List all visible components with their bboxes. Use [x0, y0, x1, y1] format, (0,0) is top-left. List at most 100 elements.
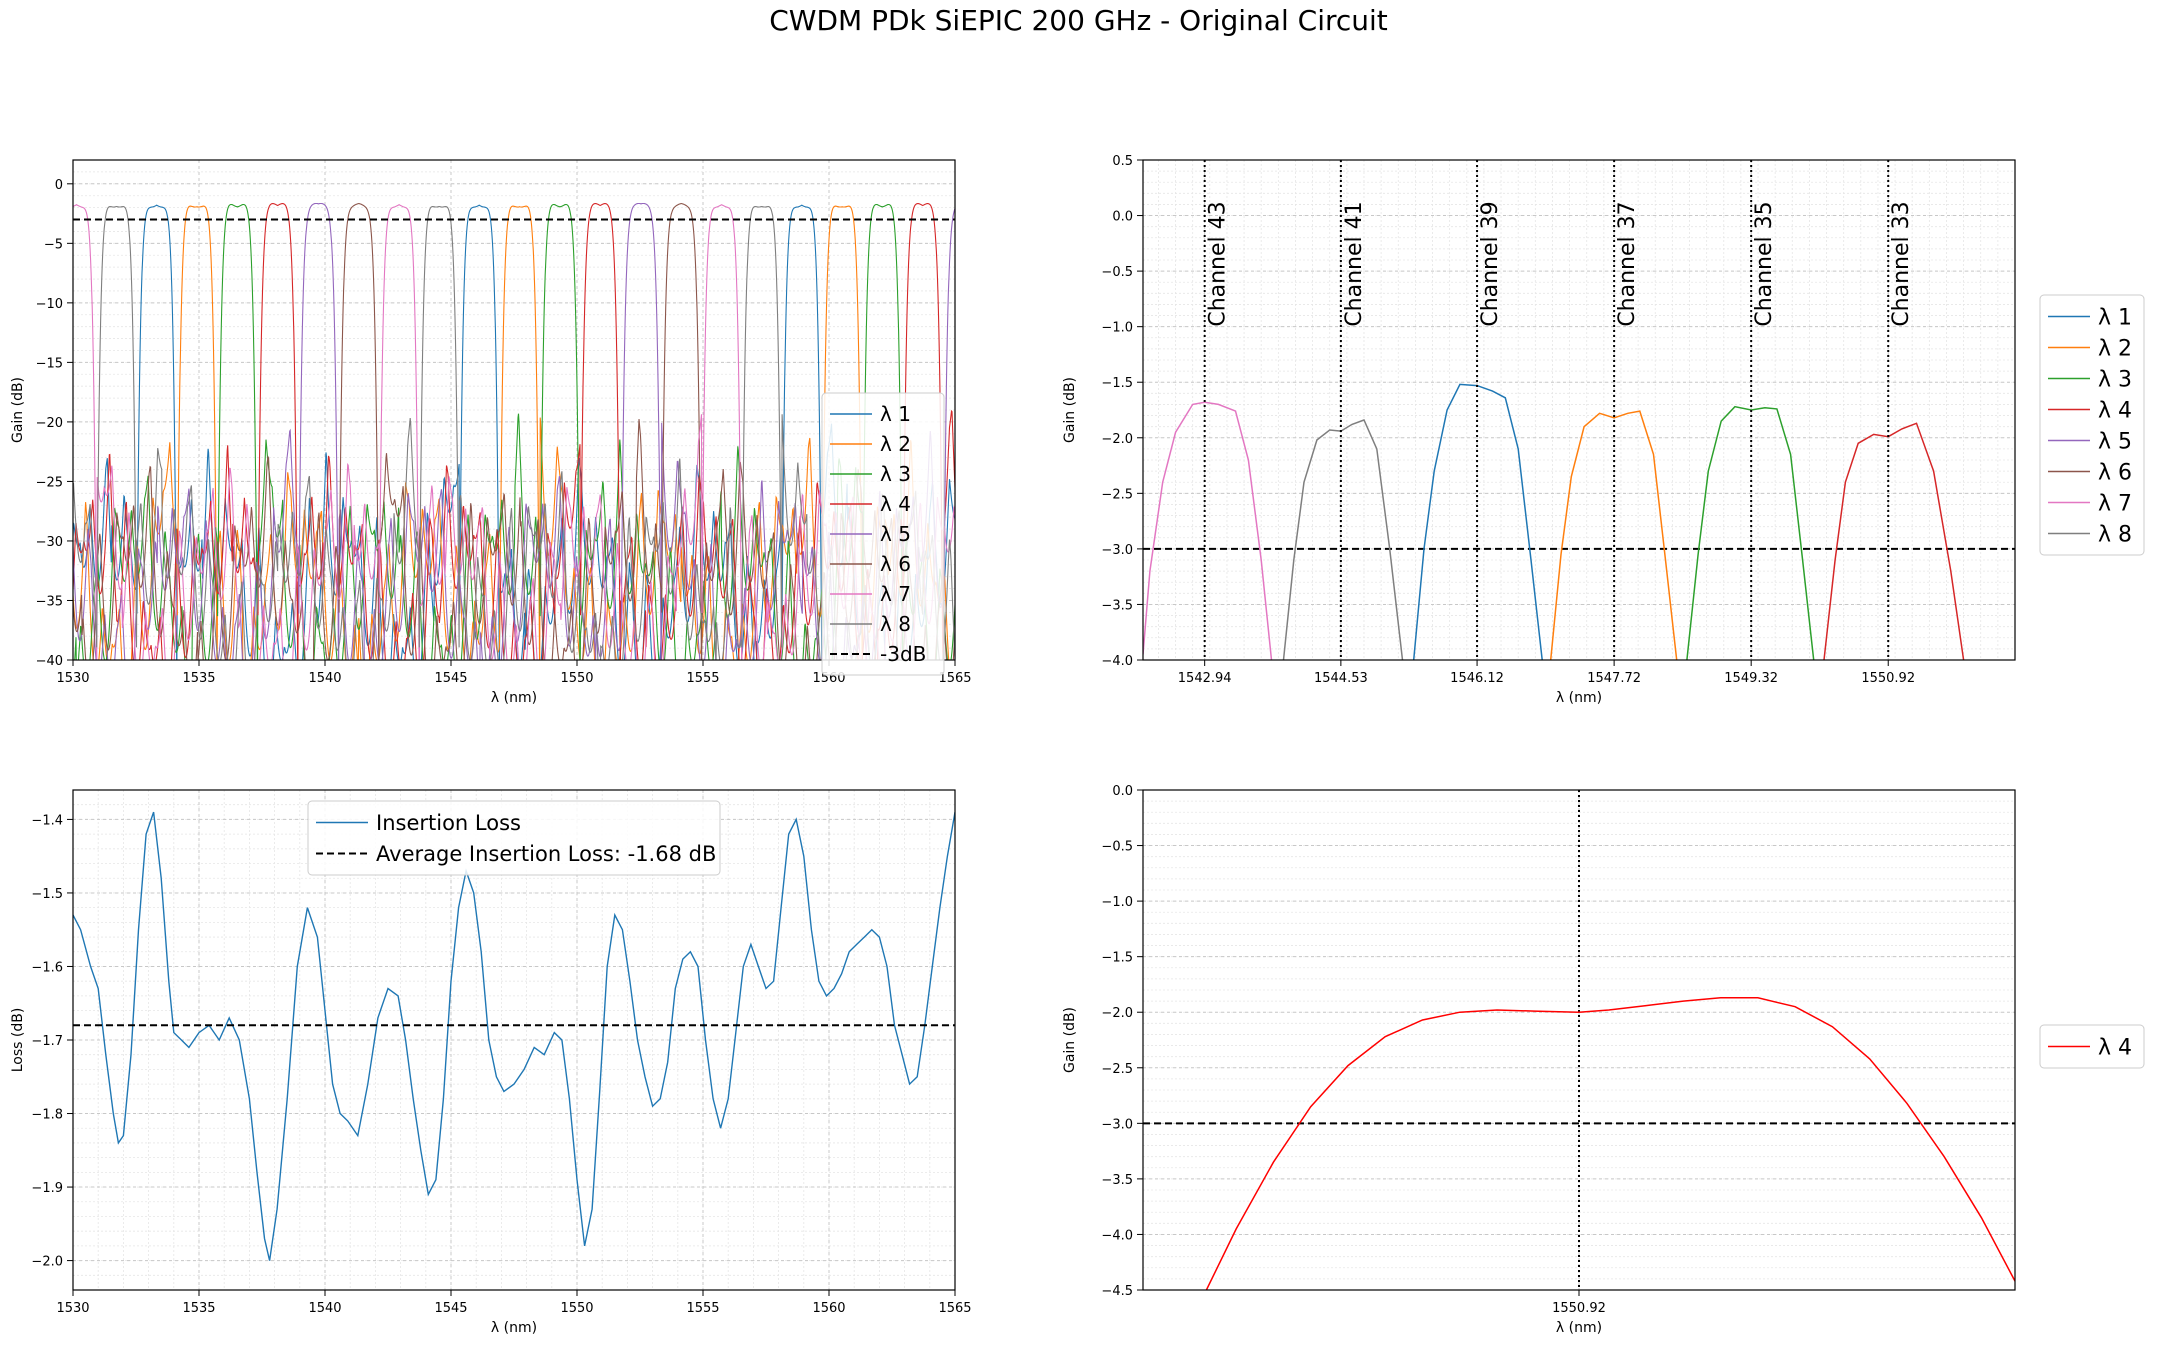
legend-box	[2039, 1024, 2145, 1069]
x-tick-label: 1545	[434, 1301, 467, 1316]
legend-label: -3dB	[880, 642, 926, 666]
series-line	[73, 811, 955, 1261]
series-line	[73, 204, 955, 660]
legend-box	[821, 392, 945, 676]
y-tick-label: −4.5	[1101, 1284, 1133, 1299]
chart-channels: 1542.94 1544.53 1546.12 1547.72 1549.32 1550.…	[1062, 154, 2145, 706]
y-tick-label: 0.0	[1112, 210, 1133, 225]
y-tick-label: −25	[36, 475, 63, 490]
x-tick-label: 1530	[56, 1301, 89, 1316]
y-tick-label: 0.5	[1112, 154, 1133, 169]
plot-area	[1143, 160, 2015, 660]
series-line	[73, 205, 950, 660]
plot-frame	[72, 789, 956, 1291]
legend-label: λ 7	[2098, 491, 2132, 516]
legend-label: λ 6	[880, 552, 911, 576]
y-tick-label: −3.0	[1101, 1117, 1133, 1132]
y-tick-label: −1.4	[31, 813, 63, 828]
series-line	[73, 205, 955, 660]
series-line	[73, 202, 955, 660]
channel-label: Channel 41	[1342, 201, 1367, 326]
x-tick-label: 1550	[560, 1301, 593, 1316]
series-line	[1549, 410, 1678, 660]
y-tick-label: −1.6	[31, 960, 63, 975]
plot-frame	[72, 159, 956, 661]
y-tick-label: −1.5	[1101, 951, 1133, 966]
legend-label: λ 4	[880, 492, 911, 516]
x-tick-label: 1535	[182, 1301, 215, 1316]
y-tick-label: −3.5	[1101, 1173, 1133, 1188]
channel-label: Channel 35	[1752, 201, 1777, 326]
legend-label: λ 2	[880, 432, 911, 456]
y-tick-label: −4.0	[1101, 1228, 1133, 1243]
x-tick-label: 1565	[938, 1301, 971, 1316]
y-tick-label: −3.0	[1101, 543, 1133, 558]
x-tick-label: 1542.94	[1178, 671, 1232, 686]
x-tick-label: 1560	[812, 1301, 845, 1316]
legend-label: λ 6	[2098, 460, 2132, 485]
y-tick-label: −3.5	[1101, 598, 1133, 613]
legend: Insertion Loss Average Insertion Loss: -1…	[307, 800, 721, 876]
legend-box	[2039, 294, 2145, 556]
y-axis-label: Gain (dB)	[1062, 1007, 1078, 1073]
y-tick-label: −1.9	[31, 1181, 63, 1196]
channel-label: Channel 43	[1206, 201, 1231, 326]
x-axis-label: λ (nm)	[491, 1320, 537, 1336]
chart-insertion-loss: 1530 1535 1540 1545 1550 1555 1560 1565 −1.4 −1.5…	[10, 789, 972, 1336]
legend-label: λ 4	[2098, 398, 2132, 423]
x-tick-label: 1550.92	[1861, 671, 1915, 686]
legend-label: λ 5	[2098, 429, 2132, 454]
legend-label: λ 2	[2098, 336, 2132, 361]
x-tick-label: 1547.72	[1587, 671, 1641, 686]
legend-label: λ 3	[880, 462, 911, 486]
series-line	[1205, 997, 2015, 1290]
series-line	[1143, 401, 1273, 660]
channel-label: Channel 37	[1615, 201, 1640, 326]
y-tick-label: −15	[36, 356, 63, 371]
x-tick-label: 1540	[308, 671, 341, 686]
y-tick-label: −2.0	[31, 1255, 63, 1270]
grid	[1143, 159, 2016, 661]
y-tick-label: 0	[55, 178, 63, 193]
x-tick-label: 1550	[560, 671, 593, 686]
channel-label: Channel 39	[1478, 201, 1503, 326]
y-tick-label: −10	[36, 297, 63, 312]
legend-label: λ 3	[2098, 367, 2132, 392]
legend-label: Insertion Loss	[376, 811, 521, 835]
x-tick-label: 1555	[686, 1301, 719, 1316]
x-axis-label: λ (nm)	[1556, 690, 1602, 706]
series-line	[1282, 419, 1404, 660]
y-axis-label: Loss (dB)	[10, 1008, 26, 1073]
y-tick-label: −20	[36, 416, 63, 431]
y-tick-label: −2.0	[1101, 1006, 1133, 1021]
chart-spectrum: 1530 1535 1540 1545 1550 1555 1560 15650−5−10−1…	[10, 159, 972, 706]
x-axis-label: λ (nm)	[1556, 1320, 1602, 1336]
x-tick-label: 1549.32	[1724, 671, 1778, 686]
series-line	[74, 203, 955, 660]
y-tick-label: −1.8	[31, 1108, 63, 1123]
y-tick-label: −0.5	[1101, 840, 1133, 855]
y-tick-label: 0.0	[1112, 784, 1133, 799]
legend-box	[307, 800, 721, 876]
series-line	[1686, 405, 1815, 660]
x-tick-label: 1540	[308, 1301, 341, 1316]
series-line	[1823, 422, 1965, 660]
x-axis-label: λ (nm)	[491, 690, 537, 706]
chart-lambda4-zoom: 1550.92 0.0 −0.5 −1.0 −1.5 −2.0 −2.5 −3.0 −3.5 −4…	[1062, 784, 2145, 1336]
x-tick-label: 1530	[56, 671, 89, 686]
plot-area	[73, 202, 955, 660]
y-tick-label: −1.0	[1101, 321, 1133, 336]
x-tick-label: 1565	[938, 671, 971, 686]
legend: λ 1 λ 2 λ 3 λ 4 λ 5 λ 6 λ 7 λ 8 -3dB	[821, 392, 945, 676]
x-tick-label: 1546.12	[1450, 671, 1504, 686]
legend-label: Average Insertion Loss: -1.68 dB	[376, 842, 716, 866]
plot-frame	[1142, 789, 2016, 1291]
y-tick-label: −40	[36, 654, 63, 669]
legend-label: λ 7	[880, 582, 911, 606]
y-tick-label: −0.5	[1101, 265, 1133, 280]
legend-label: λ 1	[880, 402, 911, 426]
legend-label: λ 4	[2098, 1035, 2132, 1060]
y-tick-label: −2.5	[1101, 487, 1133, 502]
y-tick-label: −2.0	[1101, 432, 1133, 447]
plot-area	[1143, 790, 2015, 1290]
